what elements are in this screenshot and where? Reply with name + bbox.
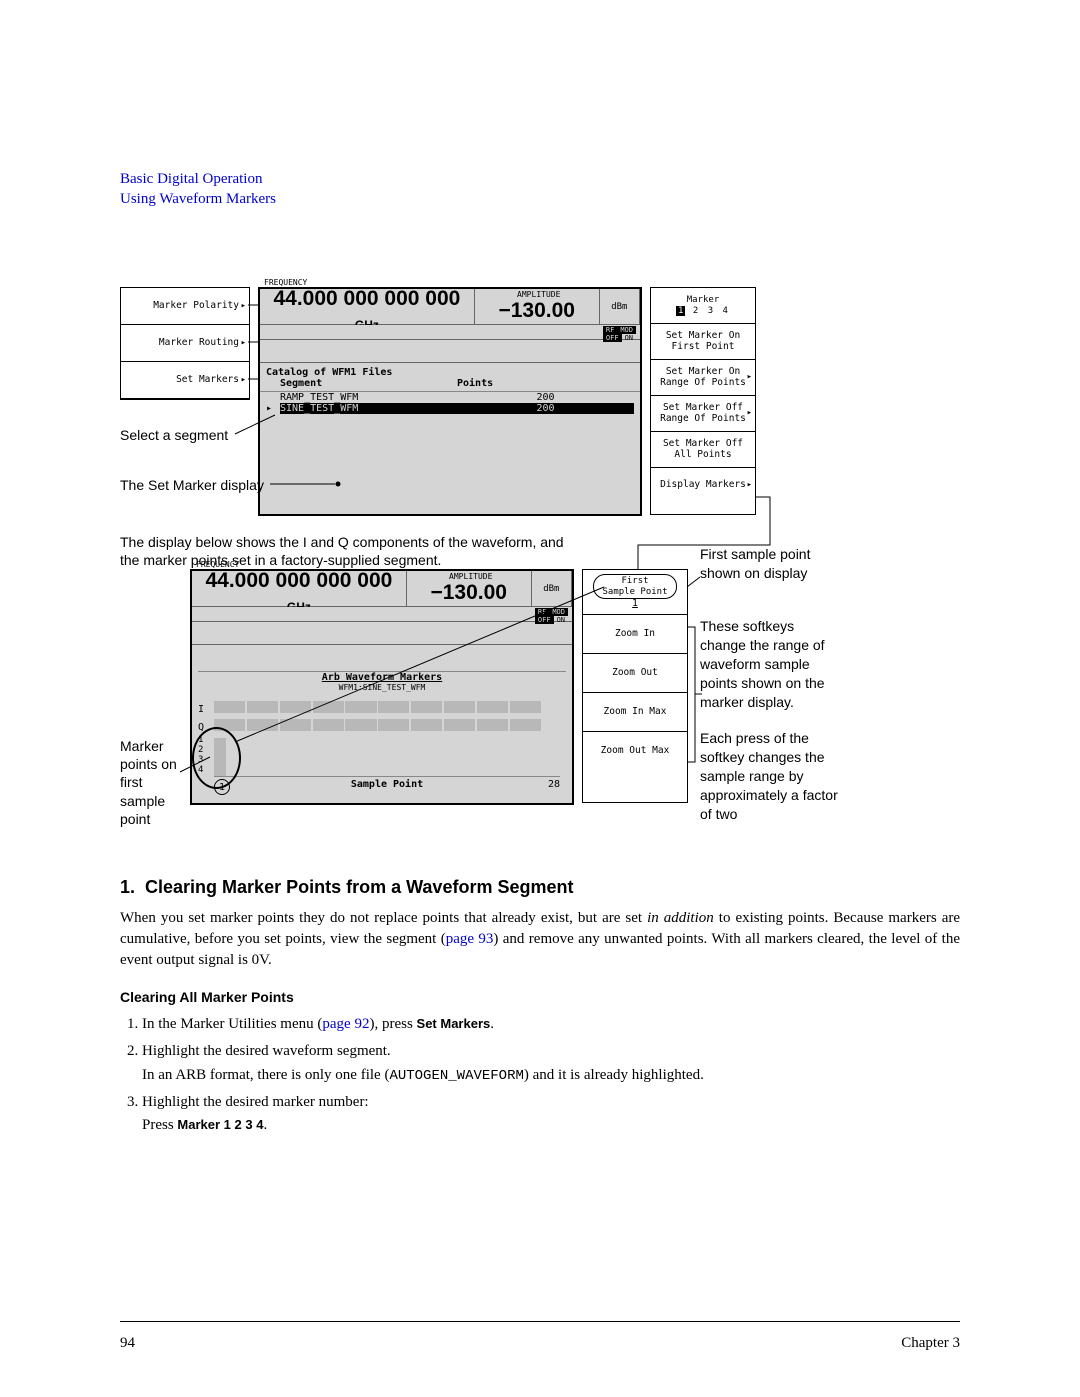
- left-softkey-column: Marker Polarity Marker Routing Set Marke…: [120, 287, 250, 400]
- softkey-display-markers[interactable]: Display Markers: [651, 468, 755, 503]
- softkey-marker-select[interactable]: Marker 1 2 3 4: [651, 288, 755, 324]
- amp-label: AMPLITUDE: [513, 290, 560, 299]
- annotation-select-segment: Select a segment: [120, 427, 228, 443]
- table-row[interactable]: RAMP_TEST_WFM 200: [260, 392, 640, 403]
- footer: 94 Chapter 3: [120, 1335, 960, 1352]
- annotation-set-marker-display: The Set Marker display: [120, 477, 264, 493]
- section-paragraph: When you set marker points they do not r…: [120, 908, 960, 971]
- softkey-set-marker-on-range[interactable]: Set Marker OnRange Of Points: [651, 360, 755, 396]
- softkey-marker-polarity[interactable]: Marker Polarity: [121, 288, 249, 325]
- softkey-marker-routing[interactable]: Marker Routing: [121, 325, 249, 362]
- callout-zoom-desc: These softkeys change the range of wavef…: [700, 617, 840, 711]
- callout-marker-points: Marker points on first sample point: [120, 737, 190, 828]
- softkey-set-markers[interactable]: Set Markers: [121, 362, 249, 399]
- page-number: 94: [120, 1335, 135, 1352]
- softkey-zoom-in-max[interactable]: Zoom In Max: [583, 693, 687, 732]
- catalog-title: Catalog of WFM1 Files: [260, 363, 640, 378]
- section-heading: 1. Clearing Marker Points from a Wavefor…: [120, 877, 960, 898]
- amp-unit: dBm: [600, 289, 640, 324]
- softkey-zoom-in[interactable]: Zoom In: [583, 615, 687, 654]
- page: Basic Digital Operation Using Waveform M…: [0, 0, 1080, 1397]
- right-softkey-column-bottom: FirstSample Point 1 Zoom In Zoom Out Zoo…: [582, 569, 688, 803]
- subsection-heading: Clearing All Marker Points: [120, 989, 960, 1005]
- freq-label: FREQUENCY: [260, 278, 474, 287]
- callout-oval-icon: [192, 727, 241, 789]
- right-softkey-column-top: Marker 1 2 3 4 Set Marker OnFirst Point …: [650, 287, 756, 515]
- softkey-set-marker-off-range[interactable]: Set Marker OffRange Of Points: [651, 396, 755, 432]
- softkey-set-marker-on-first[interactable]: Set Marker OnFirst Point: [651, 324, 755, 360]
- softkey-zoom-out[interactable]: Zoom Out: [583, 654, 687, 693]
- waveform-area: Arb Waveform Markers WFM1:SINE_TEST_WFM …: [198, 671, 566, 797]
- header-line2: Using Waveform Markers: [120, 190, 960, 210]
- indicator-row: RFMOD OFFON: [260, 325, 640, 340]
- list-item: In the Marker Utilities menu (page 92), …: [142, 1013, 960, 1036]
- bottom-screen: FREQUENCY 44.000 000 000 000 GHz AMPLITU…: [190, 569, 574, 805]
- catalog-head: Segment Points: [260, 378, 640, 392]
- sample-point-axis: 1 Sample Point 28: [214, 776, 560, 795]
- amp-value: −130.00: [498, 299, 575, 323]
- callout-zoom-desc2: Each press of the softkey changes the sa…: [700, 729, 840, 823]
- table-row[interactable]: ▸ SINE_TEST_WFM 200: [260, 403, 640, 414]
- softkey-set-marker-off-all[interactable]: Set Marker OffAll Points: [651, 432, 755, 468]
- page-link[interactable]: page 92: [322, 1016, 369, 1032]
- list-item: Highlight the desired marker number: Pre…: [142, 1091, 960, 1138]
- softkey-first-sample-point[interactable]: FirstSample Point 1: [583, 570, 687, 615]
- page-link[interactable]: page 93: [446, 931, 494, 947]
- callout-first-sample: First sample point shown on display: [700, 545, 830, 583]
- top-screen: FREQUENCY 44.000 000 000 000 GHz AMPLITU…: [258, 287, 642, 516]
- figure-area: Marker Polarity Marker Routing Set Marke…: [120, 287, 960, 847]
- chapter-label: Chapter 3: [901, 1335, 960, 1352]
- softkey-zoom-out-max[interactable]: Zoom Out Max: [583, 732, 687, 770]
- header-line1: Basic Digital Operation: [120, 170, 960, 190]
- footer-divider: [120, 1321, 960, 1322]
- list-item: Highlight the desired waveform segment. …: [142, 1040, 960, 1087]
- steps-list: In the Marker Utilities menu (page 92), …: [120, 1013, 960, 1138]
